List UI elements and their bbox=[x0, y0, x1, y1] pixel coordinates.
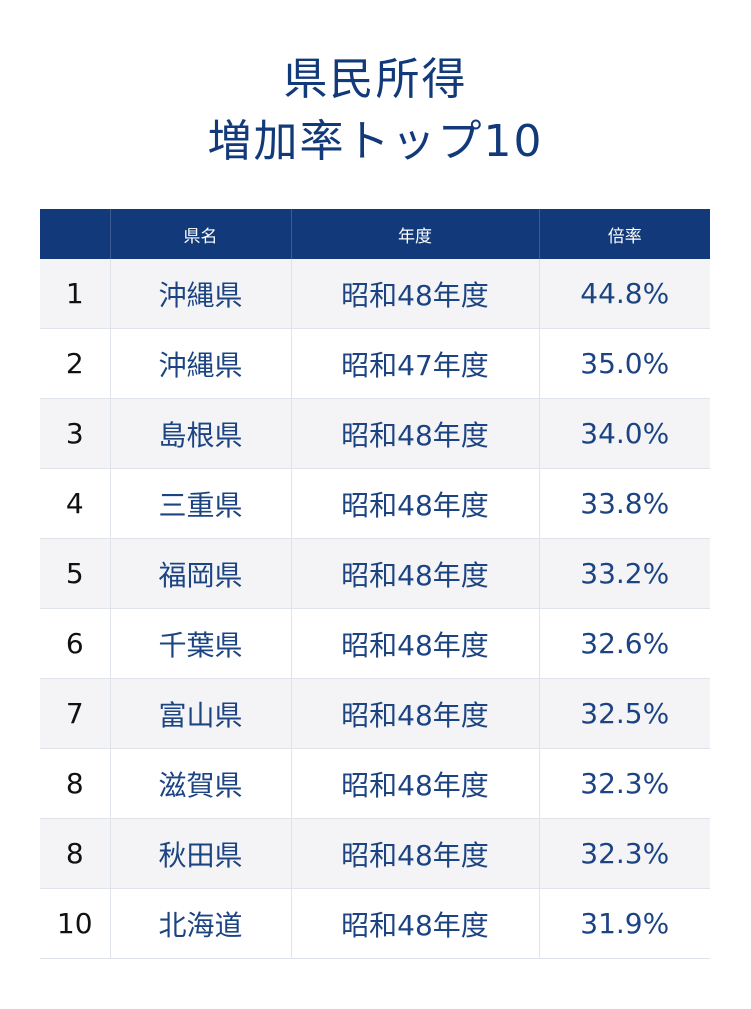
rank-cell: 1 bbox=[40, 259, 111, 329]
prefecture-cell: 富山県 bbox=[110, 678, 292, 749]
table-row: 8 秋田県 昭和48年度 32.3% bbox=[40, 818, 710, 889]
year-cell: 昭和48年度 bbox=[291, 259, 540, 329]
table-row: 3 島根県 昭和48年度 34.0% bbox=[40, 398, 710, 469]
prefecture-cell: 島根県 bbox=[110, 398, 292, 469]
table-row: 7 富山県 昭和48年度 32.5% bbox=[40, 678, 710, 749]
table-header: 県名 年度 倍率 bbox=[40, 209, 710, 259]
prefecture-cell: 三重県 bbox=[110, 468, 292, 539]
rate-cell: 44.8% bbox=[539, 259, 710, 329]
rate-cell: 31.9% bbox=[539, 888, 710, 959]
prefecture-cell: 滋賀県 bbox=[110, 748, 292, 819]
rate-cell: 32.6% bbox=[539, 608, 710, 679]
year-cell: 昭和48年度 bbox=[291, 818, 540, 889]
rate-cell: 35.0% bbox=[539, 328, 710, 399]
year-cell: 昭和48年度 bbox=[291, 608, 540, 679]
rate-cell: 32.3% bbox=[539, 818, 710, 889]
prefecture-cell: 秋田県 bbox=[110, 818, 292, 889]
header-rate: 倍率 bbox=[539, 209, 710, 259]
table-row: 4 三重県 昭和48年度 33.8% bbox=[40, 468, 710, 539]
ranking-table: 県名 年度 倍率 1 沖縄県 昭和48年度 44.8% 2 沖縄県 昭和47年度 35.0% 3… bbox=[40, 209, 710, 959]
rank-cell: 10 bbox=[40, 888, 111, 959]
rate-cell: 34.0% bbox=[539, 398, 710, 469]
prefecture-cell: 千葉県 bbox=[110, 608, 292, 679]
table-row: 2 沖縄県 昭和47年度 35.0% bbox=[40, 328, 710, 399]
table-row: 6 千葉県 昭和48年度 32.6% bbox=[40, 608, 710, 679]
rate-cell: 32.3% bbox=[539, 748, 710, 819]
rate-cell: 33.8% bbox=[539, 468, 710, 539]
rank-cell: 7 bbox=[40, 678, 111, 749]
prefecture-cell: 北海道 bbox=[110, 888, 292, 959]
rate-cell: 33.2% bbox=[539, 538, 710, 609]
year-cell: 昭和48年度 bbox=[291, 398, 540, 469]
rank-cell: 2 bbox=[40, 328, 111, 399]
rank-cell: 4 bbox=[40, 468, 111, 539]
header-prefecture: 県名 bbox=[110, 209, 292, 259]
prefecture-cell: 沖縄県 bbox=[110, 259, 292, 329]
year-cell: 昭和47年度 bbox=[291, 328, 540, 399]
rank-cell: 6 bbox=[40, 608, 111, 679]
year-cell: 昭和48年度 bbox=[291, 538, 540, 609]
year-cell: 昭和48年度 bbox=[291, 678, 540, 749]
rank-cell: 3 bbox=[40, 398, 111, 469]
rank-cell: 8 bbox=[40, 748, 111, 819]
rank-cell: 8 bbox=[40, 818, 111, 889]
chart-title-line-2: 増加率トップ10 bbox=[207, 116, 544, 167]
rank-cell: 5 bbox=[40, 538, 111, 609]
prefecture-cell: 福岡県 bbox=[110, 538, 292, 609]
year-cell: 昭和48年度 bbox=[291, 468, 540, 539]
table-body: 1 沖縄県 昭和48年度 44.8% 2 沖縄県 昭和47年度 35.0% 3 島根県 昭和48年度… bbox=[40, 259, 710, 959]
table-row: 5 福岡県 昭和48年度 33.2% bbox=[40, 538, 710, 609]
rate-cell: 32.5% bbox=[539, 678, 710, 749]
header-row: 県名 年度 倍率 bbox=[40, 209, 710, 259]
table-row: 10 北海道 昭和48年度 31.9% bbox=[40, 888, 710, 959]
header-year: 年度 bbox=[291, 209, 540, 259]
year-cell: 昭和48年度 bbox=[291, 888, 540, 959]
year-cell: 昭和48年度 bbox=[291, 748, 540, 819]
header-rank bbox=[40, 209, 111, 259]
prefecture-cell: 沖縄県 bbox=[110, 328, 292, 399]
chart-title-line-1: 県民所得 bbox=[283, 54, 468, 105]
table-row: 8 滋賀県 昭和48年度 32.3% bbox=[40, 748, 710, 819]
table-row: 1 沖縄県 昭和48年度 44.8% bbox=[40, 259, 710, 329]
